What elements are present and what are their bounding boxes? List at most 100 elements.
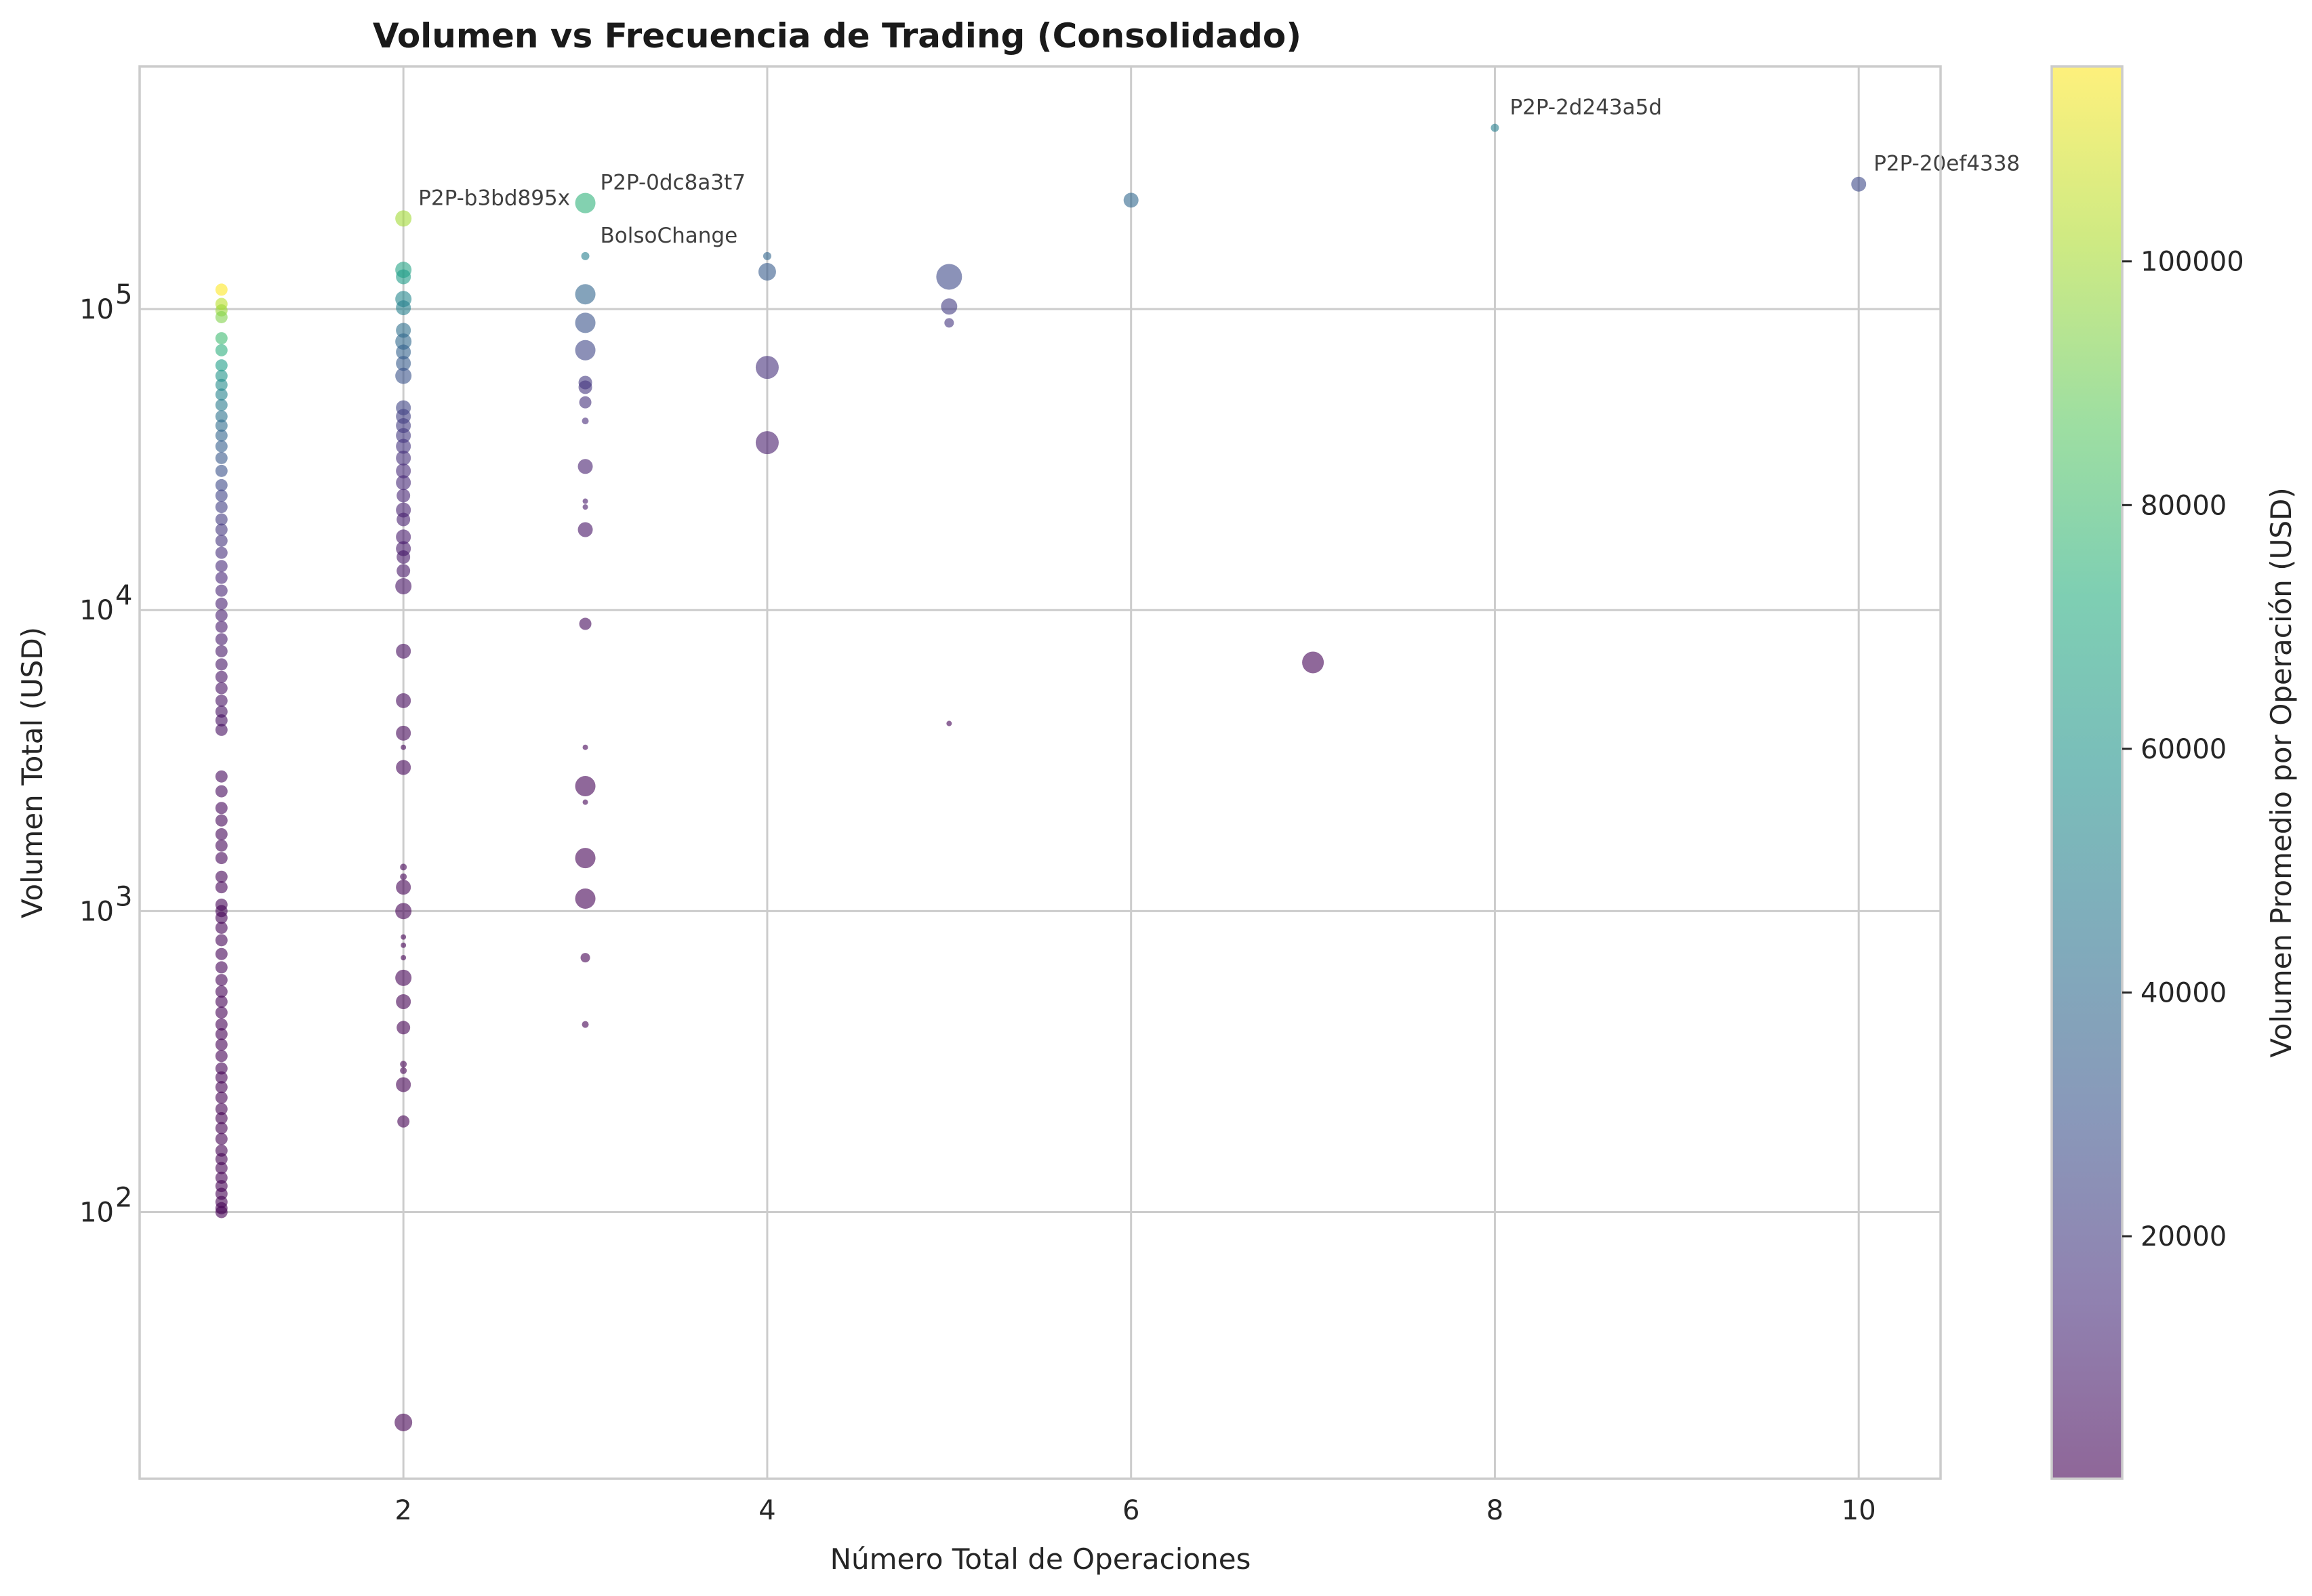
- data-point: [582, 1021, 589, 1028]
- colorbar-tick-label: 20000: [2141, 1221, 2227, 1252]
- data-point: [215, 814, 228, 827]
- colorbar-label: Volumen Promedio por Operación (USD): [2265, 487, 2298, 1057]
- y-tick-exponent: 2: [115, 1182, 132, 1213]
- data-point: [215, 961, 228, 974]
- x-tick-label: 10: [1842, 1495, 1876, 1526]
- data-point: [946, 720, 952, 727]
- data-point: [396, 323, 411, 338]
- point-annotation: P2P-0dc8a3t7: [601, 171, 746, 195]
- data-point: [396, 428, 411, 443]
- data-point: [215, 1081, 228, 1094]
- y-tick-exponent: 3: [115, 881, 132, 912]
- data-point: [758, 263, 776, 281]
- data-point: [401, 942, 407, 948]
- data-point: [763, 251, 771, 260]
- data-point: [400, 1067, 407, 1074]
- data-point: [396, 344, 411, 360]
- data-point: [215, 785, 228, 798]
- y-tick-label: 10: [79, 896, 114, 927]
- data-point: [215, 694, 228, 707]
- data-point: [581, 251, 590, 260]
- y-tick-label: 10: [79, 1197, 114, 1228]
- data-point: [396, 475, 411, 491]
- data-point: [215, 912, 228, 924]
- data-point: [396, 463, 411, 478]
- data-point: [215, 1006, 228, 1019]
- data-point: [397, 512, 411, 527]
- data-point: [215, 571, 228, 584]
- data-point: [215, 658, 228, 671]
- data-point: [215, 881, 228, 894]
- data-point: [215, 670, 228, 683]
- data-point: [215, 398, 228, 411]
- data-point: [944, 318, 954, 328]
- data-point: [215, 359, 228, 372]
- data-point: [755, 431, 779, 455]
- data-point: [215, 489, 228, 502]
- data-point: [395, 903, 412, 920]
- data-point: [215, 546, 228, 559]
- data-point: [215, 985, 228, 998]
- data-point: [396, 643, 411, 659]
- data-point: [215, 1122, 228, 1134]
- y-axis-label: Volumen Total (USD): [16, 627, 49, 918]
- data-point: [215, 1071, 228, 1084]
- data-point: [215, 513, 228, 526]
- y-tick-label: 10: [79, 294, 114, 325]
- data-point: [215, 682, 228, 695]
- data-point: [215, 378, 228, 391]
- data-point: [215, 1027, 228, 1040]
- chart-title: Volumen vs Frecuencia de Trading (Consol…: [373, 16, 1301, 56]
- data-point: [575, 340, 596, 361]
- data-point: [215, 609, 228, 622]
- data-point: [215, 1103, 228, 1116]
- data-point: [1302, 651, 1324, 674]
- data-point: [215, 633, 228, 646]
- data-point: [215, 1206, 228, 1219]
- data-point: [215, 827, 228, 840]
- data-point: [401, 744, 407, 750]
- data-point: [215, 310, 228, 323]
- data-point: [397, 1115, 410, 1128]
- data-point: [400, 873, 407, 880]
- data-points: [215, 123, 1867, 1431]
- data-point: [396, 760, 411, 775]
- data-point: [215, 852, 228, 865]
- data-point: [215, 332, 228, 345]
- data-point: [215, 597, 228, 610]
- data-point: [215, 770, 228, 783]
- x-axis-label: Número Total de Operaciones: [830, 1542, 1251, 1576]
- data-point: [396, 725, 411, 741]
- data-point: [1490, 123, 1499, 132]
- data-point: [215, 921, 228, 934]
- data-point: [396, 529, 411, 545]
- data-point: [215, 1132, 228, 1145]
- data-point: [215, 388, 228, 401]
- x-axis-ticks: 2 4 6 8 10: [394, 1495, 1875, 1526]
- data-point: [215, 620, 228, 633]
- data-point: [577, 522, 593, 537]
- data-point: [215, 501, 228, 514]
- data-point: [215, 996, 228, 1008]
- data-point: [215, 534, 228, 547]
- data-point: [215, 723, 228, 736]
- x-tick-label: 4: [758, 1495, 775, 1526]
- data-point: [397, 1021, 411, 1035]
- point-annotation: P2P-b3bd895x: [418, 186, 570, 210]
- data-point: [582, 504, 588, 510]
- data-point: [215, 1144, 228, 1157]
- data-point: [215, 1153, 228, 1166]
- data-point: [215, 420, 228, 432]
- data-point: [215, 870, 228, 883]
- data-point: [215, 478, 228, 491]
- data-point: [396, 880, 411, 895]
- data-point: [395, 333, 412, 350]
- data-point: [215, 1162, 228, 1174]
- colorbar: [2052, 66, 2122, 1479]
- data-point: [400, 1061, 407, 1068]
- data-point: [215, 429, 228, 442]
- data-point: [215, 1062, 228, 1075]
- data-point: [579, 396, 592, 409]
